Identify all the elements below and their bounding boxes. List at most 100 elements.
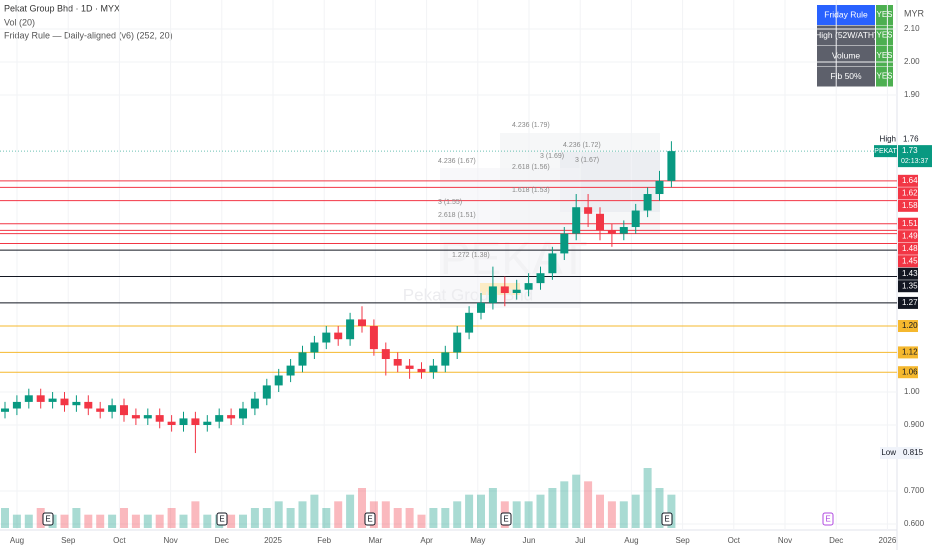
event-marker: [216, 512, 228, 526]
volume-bar: [536, 494, 545, 528]
x-tick-label: Sep: [61, 536, 76, 545]
candle-body: [536, 273, 545, 284]
event-marker: [661, 512, 673, 526]
volume-bar: [358, 488, 366, 528]
candle-body: [155, 415, 164, 422]
volume-bar: [524, 501, 533, 528]
volume-bar: [548, 488, 557, 528]
candle-body: [60, 398, 69, 406]
candle-body: [310, 342, 319, 353]
x-tick-label: Dec: [829, 536, 843, 545]
candle-body: [334, 332, 343, 340]
candle-body: [24, 395, 33, 402]
x-tick-label: Apr: [420, 536, 433, 545]
candle-body: [393, 359, 402, 366]
fib-label: 2.618 (1.51): [438, 212, 476, 219]
table-cell: [876, 46, 893, 66]
level-badge-label: 1.35: [902, 281, 918, 290]
candle-body: [250, 398, 259, 409]
fib-label: 4.236 (1.79): [512, 122, 550, 129]
candle-body: [108, 405, 117, 412]
candle-body: [239, 408, 247, 419]
level-badge-label: 1.43: [902, 269, 918, 278]
candle-body: [84, 401, 93, 409]
level-badge: [898, 346, 918, 359]
x-tick-label: Dec: [215, 536, 229, 545]
candle-body: [36, 395, 45, 402]
low-marker-value: 0.815: [903, 448, 924, 457]
volume-bar: [584, 481, 593, 528]
volume-bar: [203, 514, 212, 528]
candle-body: [405, 365, 414, 369]
volume-bar: [607, 501, 616, 528]
fib-label: 4.236 (1.72): [563, 142, 601, 149]
y-tick-label: 0.700: [904, 486, 925, 495]
volume-bar: [393, 508, 402, 528]
low-marker-label: Low: [881, 448, 896, 457]
candle-body: [167, 421, 176, 426]
currency: MYR: [904, 8, 925, 18]
candle-body: [500, 286, 509, 294]
candle-body: [453, 332, 462, 353]
indicator-label: Friday Rule — Daily-aligned (v6) (252, 2…: [4, 30, 173, 40]
candle-body: [215, 415, 224, 422]
volume-bar: [667, 494, 676, 528]
level-badge-label: 1.48: [902, 244, 918, 253]
volume-bar: [191, 501, 200, 528]
candle-body: [596, 213, 604, 231]
event-label: E: [367, 515, 372, 524]
level-badge: [898, 320, 918, 333]
x-tick-label: May: [470, 536, 485, 545]
chart-title: Pekat Group Bhd · 1D · MYX: [4, 3, 120, 13]
candle-body: [417, 368, 426, 373]
level-badge-label: 1.06: [902, 367, 918, 376]
volume-bar: [274, 501, 283, 528]
level-badge-label: 1.49: [902, 231, 918, 240]
level-badge-label: 1.62: [902, 188, 918, 197]
fib-label: 3 (1.67): [575, 157, 599, 164]
volume-bar: [346, 494, 355, 528]
fib-label: 2.618 (1.56): [512, 164, 550, 171]
candle-body: [512, 289, 521, 294]
table-label: Fib 50%: [830, 71, 862, 81]
level-badge-label: 1.20: [902, 321, 918, 330]
symbol-label: PEKAT: [874, 148, 897, 155]
x-tick-label: Jul: [575, 536, 585, 545]
volume-bar: [60, 514, 69, 528]
level-badge: [898, 174, 918, 187]
candle-body: [369, 326, 378, 350]
level-badge: [898, 199, 918, 212]
table-cell: [817, 25, 875, 46]
level-badge-label: 1.45: [902, 256, 918, 265]
candle-body: [72, 401, 81, 406]
candle-body: [274, 375, 283, 386]
fib-label: 1.272 (1.38): [452, 252, 490, 259]
candle-body: [346, 319, 355, 340]
level-badge-label: 1.12: [902, 348, 918, 357]
candle-body: [465, 312, 474, 333]
volume-bar: [96, 514, 105, 528]
x-tick-label: 2025: [264, 536, 282, 545]
volume-bar: [453, 501, 462, 528]
volume-bar: [310, 494, 319, 528]
candle-body: [131, 415, 140, 419]
level-badge: [898, 242, 918, 255]
x-tick-label: Mar: [369, 536, 383, 545]
candle-body: [227, 415, 236, 419]
candle-body: [584, 207, 593, 214]
candle-body: [524, 283, 533, 290]
level-badge: [898, 230, 918, 243]
table-label: Volume: [832, 50, 861, 60]
y-tick-label: 0.600: [904, 519, 925, 528]
fib-label: 3 (1.55): [438, 199, 462, 206]
y-tick-label: 0.900: [904, 420, 925, 429]
volume-bar: [655, 488, 664, 528]
table-cell: [876, 5, 893, 25]
volume-bar: [631, 494, 640, 528]
volume-bar: [72, 508, 81, 528]
high-marker-value: 1.76: [903, 134, 919, 143]
y-tick-label: 2.00: [904, 57, 920, 66]
fib-label: 3 (1.69): [540, 153, 564, 160]
